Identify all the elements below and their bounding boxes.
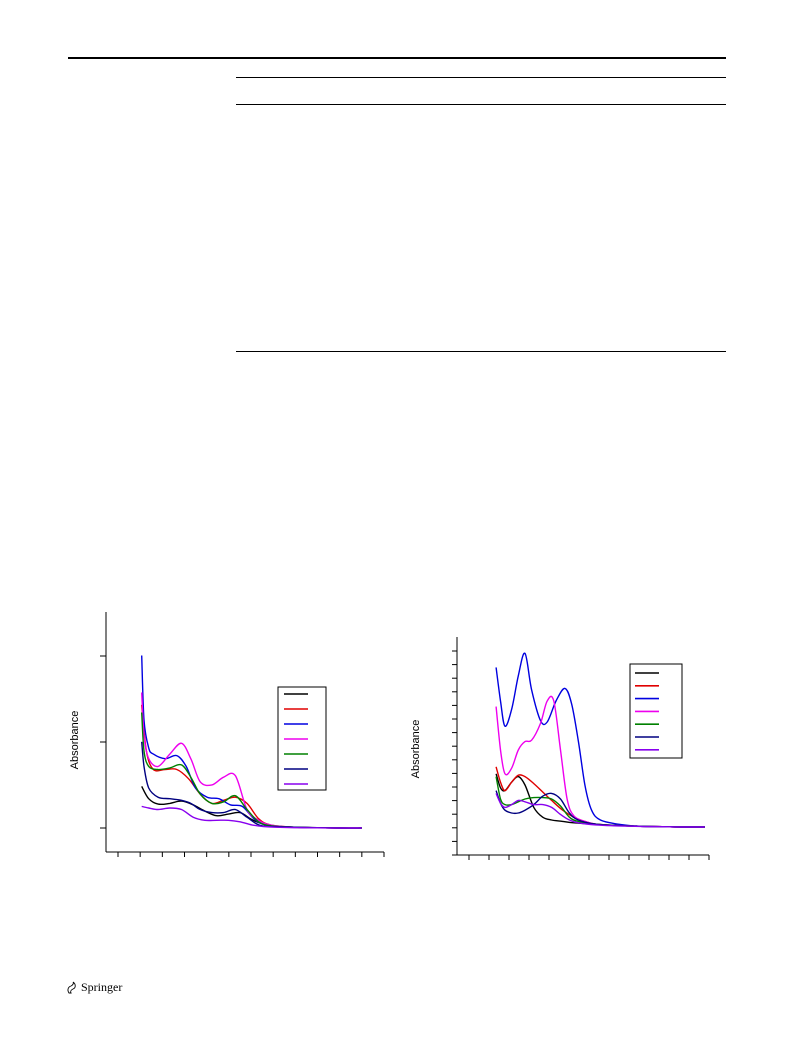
legend (629, 663, 683, 759)
springer-logo-icon (67, 981, 76, 994)
series-line-7 (495, 793, 705, 828)
publisher-name: Springer (81, 980, 123, 994)
y-axis (100, 612, 107, 852)
y-axis-label: Absorbance (410, 720, 422, 779)
table-bottom-rule (236, 351, 726, 352)
y-axis-label: Absorbance (69, 711, 81, 770)
series-line-1 (495, 773, 705, 828)
series-line-7 (141, 805, 362, 829)
table-top-rule (236, 77, 726, 78)
table-header-rule (236, 104, 726, 105)
y-axis (452, 637, 458, 856)
series-line-1 (141, 786, 362, 829)
publisher-footer: Springer (66, 980, 122, 995)
series-line-6 (495, 790, 705, 828)
legend (277, 686, 327, 791)
x-axis (457, 854, 710, 860)
series-line-2 (495, 766, 705, 828)
series-group (141, 655, 362, 829)
series-group (495, 652, 705, 828)
x-axis (106, 851, 385, 857)
absorbance-chart-left: Absorbance (69, 612, 385, 857)
absorbance-chart-right: Absorbance (410, 637, 710, 860)
page-header-rule (68, 57, 726, 59)
series-line-5 (141, 712, 362, 829)
